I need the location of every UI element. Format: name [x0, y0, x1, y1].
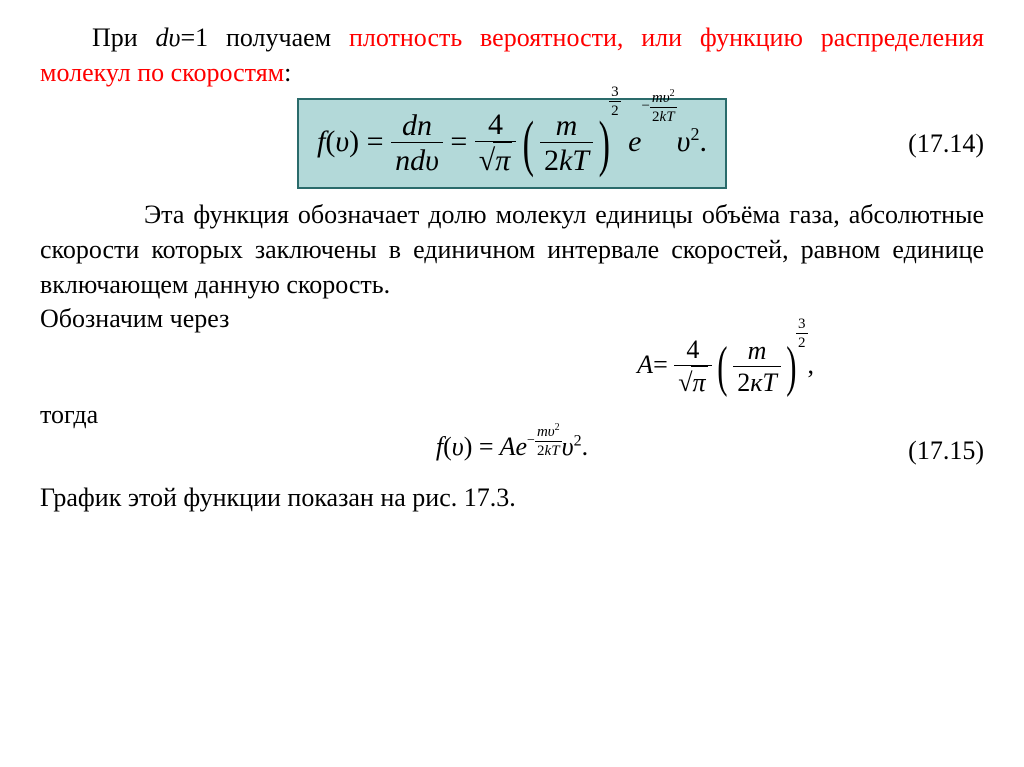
equation-17-15-row: f(υ) = Ae−mυ22kTυ2. (17.15) — [40, 432, 984, 470]
eqfv-v: υ — [452, 432, 464, 461]
eqfv-m: m — [537, 424, 548, 440]
eqA-eq: = — [653, 350, 668, 379]
eq-dv: dυ — [410, 144, 439, 177]
eq-equals1: = — [367, 125, 384, 158]
equation-A-row: A= 4 π ( m 2кT )32, — [40, 336, 984, 398]
eq-frac-m-2kT: m 2kT — [540, 109, 593, 179]
eqA-A: A — [637, 350, 653, 379]
eq-lparen: ( — [325, 125, 335, 158]
eq-neg: − — [641, 98, 649, 114]
paragraph-graph-ref: График этой функции показан на рис. 17.3… — [40, 480, 984, 515]
equation-17-15: f(υ) = Ae−mυ22kTυ2. — [436, 432, 588, 470]
label-oboznachim: Обозначим через — [40, 304, 984, 334]
eq-mv2-T: T — [666, 109, 674, 125]
eq-frac-4-sqrtpi: 4 π — [475, 108, 517, 179]
eq-mv2-sq: 2 — [670, 88, 675, 99]
eqfv-exp: −mυ22kT — [527, 422, 562, 460]
eqA-comma: , — [808, 350, 815, 379]
eq-mv2-den: 2kT — [650, 108, 677, 126]
eq-v: υ — [335, 125, 349, 158]
eq-mv2-m: m — [652, 90, 663, 106]
eq-k: k — [559, 144, 572, 177]
label-togda: тогда — [40, 400, 984, 430]
eq-dn: dn — [391, 109, 443, 143]
eq-m: m — [540, 109, 593, 143]
eq-mv2-2: 2 — [652, 109, 660, 125]
eqA-4: 4 — [674, 336, 711, 366]
eq-sqrtpi: π — [475, 142, 517, 179]
eqA-T: T — [762, 368, 776, 397]
eqA-exp-32: 32 — [796, 316, 808, 352]
eqA-frac-4-sqrtpi: 4 π — [674, 336, 711, 398]
eqA-kappa: к — [750, 368, 762, 397]
equation-17-14: f(υ) = dn ndυ = 4 π ( m 2kT )32 e−mυ22kT… — [317, 125, 707, 158]
intro-eq1: =1 получаем — [180, 23, 349, 52]
eqfv-period: . — [582, 432, 589, 461]
eqA-frac-m-2kT: m 2кT — [733, 337, 781, 398]
eq-frac-dn-ndv: dn ndυ — [391, 109, 443, 179]
equation-17-14-row: f(υ) = dn ndυ = 4 π ( m 2kT )32 e−mυ22kT… — [40, 98, 984, 189]
eqA-2: 2 — [737, 368, 750, 397]
intro-dv: dυ — [156, 23, 181, 52]
eqA-m: m — [733, 337, 781, 367]
eq-e: e — [628, 125, 641, 158]
eqfv-rp: ) — [464, 432, 473, 461]
eqfv-sq1: 2 — [555, 422, 560, 433]
eqA-32-num: 3 — [796, 316, 808, 334]
eq-equals2: = — [450, 125, 467, 158]
eq-mv2-v: υ — [663, 90, 670, 106]
equation-number-17-14: (17.14) — [908, 129, 984, 159]
eq-pi: π — [493, 142, 512, 179]
intro-colon: : — [284, 58, 291, 87]
paragraph-intro: При dυ=1 получаем плотность вероятности,… — [40, 20, 984, 90]
eqfv-A: A — [500, 432, 516, 461]
eqfv-2: 2 — [537, 443, 545, 459]
eq-exp-mv2: −mυ22kT — [641, 88, 676, 126]
eq-32-den: 2 — [609, 102, 621, 120]
intro-prefix: При — [92, 23, 156, 52]
eq-4: 4 — [475, 108, 517, 142]
eq-mv2-num: mυ2 — [650, 88, 677, 108]
eqfv-lp: ( — [443, 432, 452, 461]
eqfv-neg: − — [527, 433, 535, 448]
equation-number-17-15: (17.15) — [908, 436, 984, 466]
eqfv-eq: = — [479, 432, 494, 461]
eqfv-vv: υ — [548, 424, 555, 440]
eqA-32-den: 2 — [796, 334, 808, 352]
eq-rparen: ) — [349, 125, 359, 158]
eqfv-T: T — [551, 443, 559, 459]
eq-n: n — [395, 144, 410, 177]
eqA-2kT: 2кT — [733, 367, 781, 398]
eqfv-vtail: υ — [562, 432, 574, 461]
eq-vtail: υ — [677, 125, 691, 158]
eq-2: 2 — [544, 144, 559, 177]
eq-T: T — [572, 144, 589, 177]
eqfv-e: e — [515, 432, 527, 461]
paragraph-explain: Эта функция обозначает долю молекул един… — [40, 197, 984, 302]
eqfv-mv2-num: mυ2 — [535, 422, 562, 442]
eq-ndv: ndυ — [391, 143, 443, 179]
eqA-pi: π — [691, 366, 708, 398]
eqfv-mv2-den: 2kT — [535, 442, 562, 460]
eqfv-sq2: 2 — [574, 433, 582, 450]
equation-A: A= 4 π ( m 2кT )32, — [637, 336, 814, 398]
eqA-sqrtpi: π — [674, 366, 711, 398]
eq-period: . — [699, 125, 707, 158]
equation-17-14-box: f(υ) = dn ndυ = 4 π ( m 2kT )32 e−mυ22kT… — [297, 98, 727, 189]
eq-32-num: 3 — [609, 84, 621, 102]
eq-2kT: 2kT — [540, 143, 593, 179]
eq-exp-32: 32 — [609, 84, 621, 120]
